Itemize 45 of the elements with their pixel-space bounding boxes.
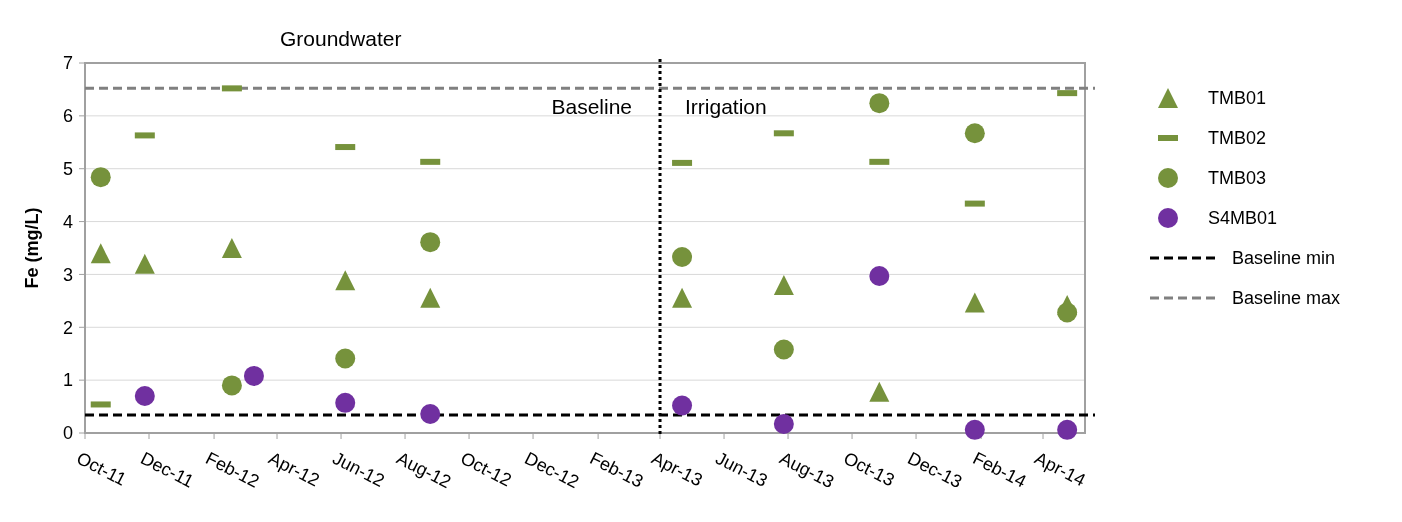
- chart-title: Groundwater: [280, 27, 402, 50]
- y-tick-label: 2: [62, 317, 73, 338]
- y-tick-label: 5: [62, 159, 73, 180]
- point: [773, 414, 794, 435]
- point: [420, 287, 441, 308]
- point: [869, 93, 890, 114]
- y-tick-label: 3: [62, 264, 73, 285]
- y-tick-label: 4: [62, 211, 73, 232]
- legend-label: Baseline min: [1232, 248, 1336, 269]
- point: [335, 270, 356, 291]
- point: [964, 123, 985, 144]
- y-tick-label: 6: [62, 106, 73, 127]
- point: [672, 395, 693, 416]
- annotation: Baseline: [551, 95, 633, 118]
- point: [420, 403, 441, 424]
- legend-label: TMB01: [1208, 88, 1267, 109]
- point: [221, 238, 242, 258]
- point: [221, 375, 242, 396]
- point: [672, 246, 693, 267]
- point: [243, 365, 264, 386]
- point: [773, 275, 794, 295]
- point: [869, 266, 890, 287]
- point: [134, 253, 155, 274]
- y-axis-title: Fe (mg/L): [22, 207, 42, 289]
- point: [964, 419, 985, 440]
- point: [964, 292, 985, 313]
- legend-label: TMB02: [1208, 128, 1267, 149]
- legend-label: TMB03: [1208, 168, 1267, 189]
- point: [1057, 419, 1078, 440]
- annotation: Irrigation: [685, 95, 767, 118]
- point: [420, 232, 441, 253]
- point: [1057, 295, 1078, 316]
- point: [90, 243, 111, 264]
- y-tick-label: 7: [62, 53, 73, 74]
- point: [134, 386, 155, 406]
- y-tick-label: 1: [62, 370, 73, 391]
- point: [335, 348, 356, 369]
- point: [773, 339, 794, 360]
- y-tick-label: 0: [62, 423, 73, 444]
- legend-label: S4MB01: [1208, 208, 1278, 229]
- legend-label: Baseline max: [1232, 288, 1341, 309]
- point: [90, 167, 111, 188]
- point: [335, 392, 356, 413]
- point: [869, 381, 890, 402]
- point: [672, 287, 693, 308]
